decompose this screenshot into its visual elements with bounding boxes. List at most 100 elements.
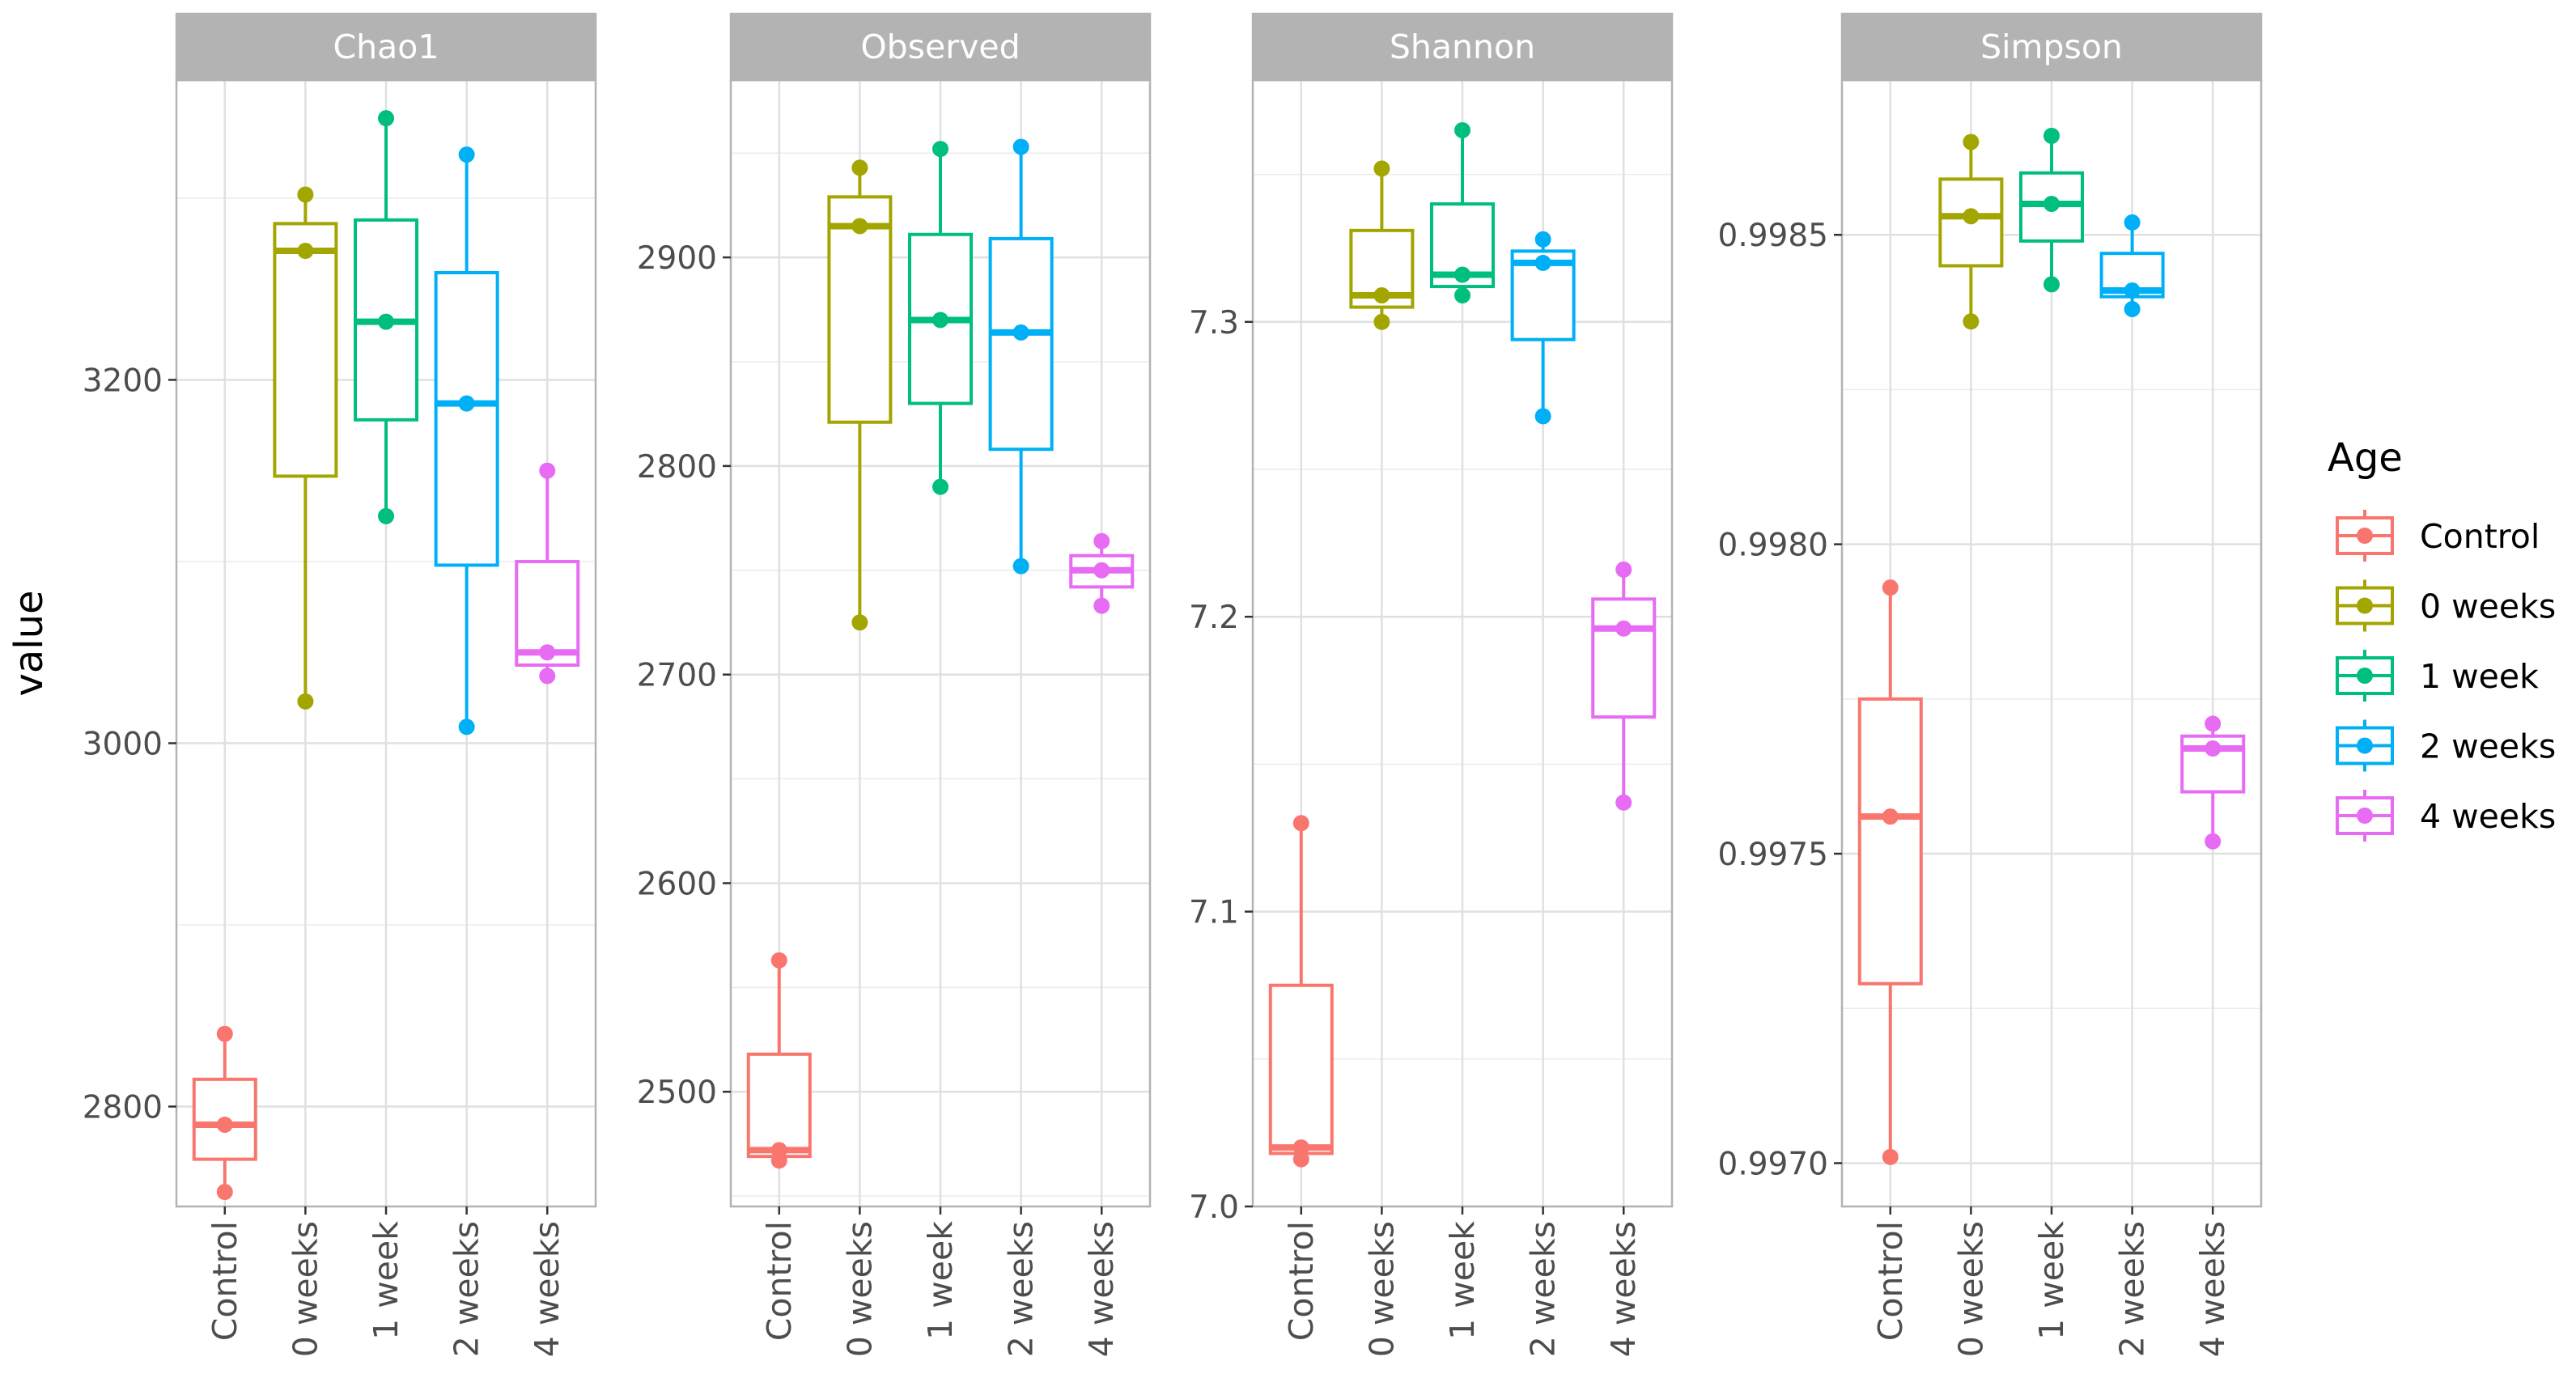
data-point — [851, 218, 868, 235]
legend-label: 1 week — [2420, 657, 2539, 696]
box-observed-4-weeks — [1069, 532, 1135, 614]
data-point — [1093, 532, 1110, 549]
strip-simpson — [1840, 12, 2263, 82]
x-tick-label: 2 weeks — [2113, 1221, 2152, 1357]
data-point — [1093, 597, 1110, 614]
box-body — [1938, 177, 2004, 268]
box-body — [1857, 697, 1923, 986]
x-tick-label: 2 weeks — [1002, 1221, 1041, 1357]
y-tick-label: 0.9985 — [1718, 218, 1828, 254]
data-point — [932, 478, 948, 495]
data-point — [1882, 808, 1899, 825]
box-body — [827, 195, 893, 424]
strip-chao1 — [175, 12, 597, 82]
x-tick-label: 0 weeks — [286, 1221, 325, 1357]
data-point — [1454, 266, 1470, 283]
x-tick-label: 2 weeks — [1524, 1221, 1563, 1357]
legend-label: Control — [2420, 517, 2540, 556]
x-tick-label: 1 week — [921, 1221, 960, 1340]
data-point — [1882, 1148, 1899, 1165]
y-axis-title: value — [6, 590, 52, 696]
data-point — [1373, 287, 1390, 304]
box-body — [1591, 597, 1657, 719]
data-point — [378, 110, 394, 127]
legend-key-point — [2357, 528, 2373, 544]
box-observed-2-weeks — [988, 138, 1054, 575]
data-point — [2124, 282, 2141, 299]
data-point — [1534, 408, 1551, 425]
box-chao1-1-week — [354, 110, 418, 524]
data-point — [2205, 715, 2222, 732]
data-point — [378, 507, 394, 524]
box-body — [434, 270, 499, 567]
facet-panels: Chao1 2800 3000 3200 Control 0 weeks 1 week 2 w… — [83, 12, 2263, 1357]
x-tick-label: 0 weeks — [840, 1221, 879, 1357]
x-tick-label: Control — [1871, 1221, 1910, 1341]
box-observed-control — [746, 952, 812, 1169]
y-tick-label: 2600 — [637, 866, 717, 902]
legend-title: Age — [2328, 435, 2403, 481]
data-point — [2205, 833, 2222, 850]
y-tick-label: 7.2 — [1189, 600, 1239, 636]
legend-label: 0 weeks — [2420, 587, 2556, 626]
legend-entry-4-weeks: 4 weeks — [2336, 790, 2556, 842]
x-tick-label: 4 weeks — [1082, 1221, 1121, 1357]
data-point — [1882, 579, 1899, 596]
data-point — [1012, 138, 1029, 155]
x-tick-label: 1 week — [2032, 1221, 2071, 1340]
data-point — [1454, 121, 1470, 138]
data-point — [458, 395, 475, 412]
strip-label-shannon: Shannon — [1390, 28, 1535, 66]
box-shannon-control — [1268, 815, 1334, 1168]
data-point — [297, 186, 314, 203]
data-point — [770, 1142, 787, 1159]
box-observed-1-week — [908, 141, 973, 495]
data-point — [1963, 313, 1980, 330]
box-simpson-4-weeks — [2180, 715, 2246, 850]
box-body — [746, 1052, 812, 1159]
data-point — [378, 313, 394, 330]
panel-simpson: Simpson 0.9970 0.9975 0.9980 0.9985 Control 0 … — [1718, 12, 2263, 1357]
panel-chao1: Chao1 2800 3000 3200 Control 0 weeks 1 week 2 w… — [83, 12, 597, 1357]
data-point — [2043, 127, 2060, 144]
data-point — [1534, 254, 1551, 271]
data-point — [851, 159, 868, 176]
legend-entry-1-week: 1 week — [2336, 650, 2539, 702]
panel-observed: Observed 2500 2600 2700 2800 2900 Control 0 wee… — [637, 12, 1152, 1357]
data-point — [1012, 558, 1029, 575]
strip-observed — [729, 12, 1152, 82]
x-tick-label: 4 weeks — [1604, 1221, 1643, 1357]
data-point — [1615, 561, 1632, 578]
box-body — [1268, 983, 1334, 1155]
y-tick-label: 7.1 — [1189, 895, 1239, 931]
strip-label-chao1: Chao1 — [333, 28, 439, 66]
y-tick-label: 2800 — [83, 1090, 163, 1126]
box-simpson-control — [1857, 579, 1923, 1165]
data-point — [770, 952, 787, 969]
y-tick-label: 2800 — [637, 449, 717, 485]
box-simpson-1-week — [2019, 127, 2084, 293]
data-point — [2124, 214, 2141, 231]
strip-shannon — [1251, 12, 1674, 82]
legend: Age Control 0 weeks 1 week 2 weeks 4 weeks — [2328, 435, 2556, 842]
data-point — [2043, 195, 2060, 212]
data-point — [1292, 1139, 1309, 1156]
data-point — [1534, 231, 1551, 248]
box-shannon-2-weeks — [1510, 231, 1576, 425]
legend-label: 4 weeks — [2420, 797, 2556, 836]
y-tick-label: 0.9975 — [1718, 837, 1828, 873]
x-tick-label: 0 weeks — [1362, 1221, 1401, 1357]
legend-entry-2-weeks: 2 weeks — [2336, 719, 2556, 772]
data-point — [1615, 794, 1632, 811]
box-shannon-0-weeks — [1349, 160, 1415, 330]
data-point — [2124, 300, 2141, 317]
x-tick-label: 1 week — [1443, 1221, 1482, 1340]
y-tick-label: 0.9980 — [1718, 528, 1828, 564]
data-point — [2205, 740, 2222, 757]
legend-entry-control: Control — [2336, 510, 2540, 562]
y-tick-label: 0.9970 — [1718, 1146, 1828, 1182]
strip-label-observed: Observed — [860, 28, 1020, 66]
data-point — [297, 243, 314, 260]
data-point — [1454, 287, 1470, 304]
data-point — [1373, 160, 1390, 177]
